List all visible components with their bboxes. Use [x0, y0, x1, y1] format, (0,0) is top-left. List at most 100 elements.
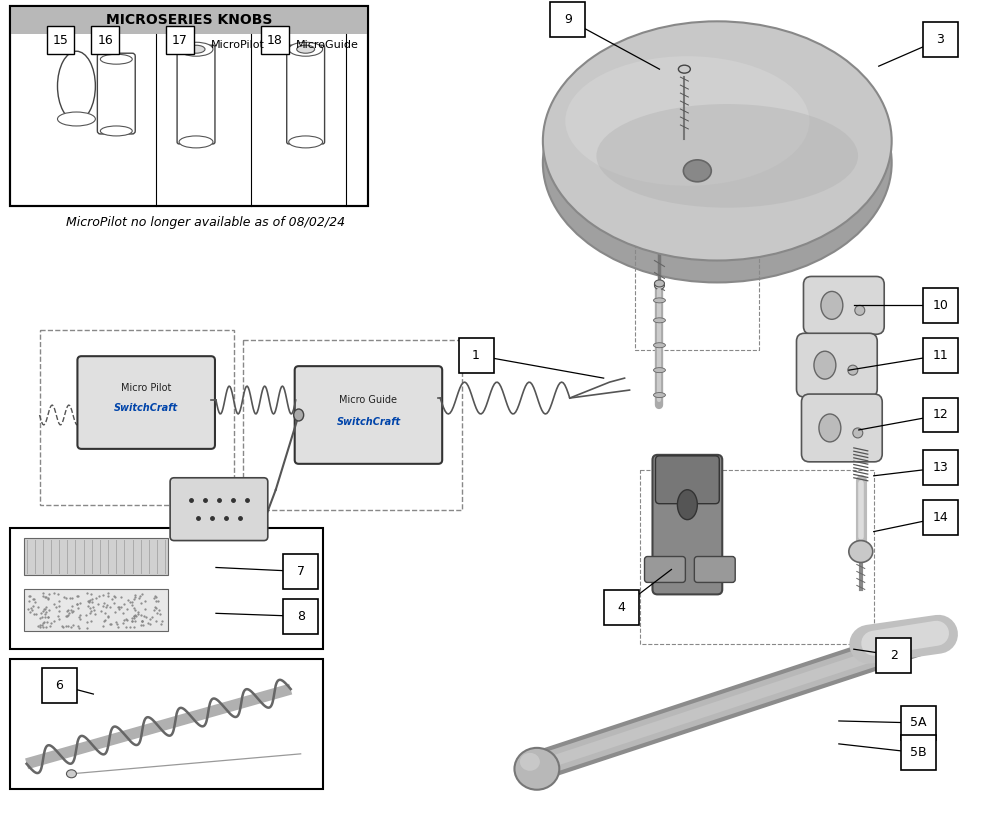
Bar [42, 667, 77, 703]
FancyBboxPatch shape [801, 394, 882, 462]
Text: 8: 8 [297, 610, 305, 623]
Text: 6: 6 [56, 679, 63, 691]
FancyBboxPatch shape [796, 333, 877, 397]
Ellipse shape [814, 351, 836, 379]
Ellipse shape [66, 770, 76, 778]
Text: 9: 9 [564, 13, 572, 26]
Text: 11: 11 [933, 349, 948, 362]
Bar [10, 7, 368, 206]
Bar [10, 7, 368, 34]
Bar [91, 26, 119, 55]
Bar [923, 21, 958, 57]
Bar [876, 638, 911, 672]
Text: MicroGuide: MicroGuide [296, 40, 359, 50]
Bar [47, 26, 74, 55]
Ellipse shape [653, 318, 665, 323]
Bar [24, 538, 168, 576]
Text: 1: 1 [472, 349, 480, 362]
Text: Micro Pilot: Micro Pilot [121, 383, 171, 393]
Ellipse shape [100, 126, 132, 136]
Text: 16: 16 [97, 34, 113, 47]
Ellipse shape [678, 65, 690, 74]
Ellipse shape [855, 306, 865, 316]
Ellipse shape [289, 42, 323, 56]
Bar [923, 338, 958, 373]
Bar [10, 7, 368, 206]
Ellipse shape [514, 748, 559, 790]
FancyBboxPatch shape [803, 277, 884, 335]
Text: MicroPilot: MicroPilot [211, 40, 265, 50]
Bar [550, 2, 585, 37]
Ellipse shape [848, 365, 858, 375]
Bar [10, 659, 323, 789]
Ellipse shape [654, 282, 664, 289]
Ellipse shape [543, 21, 892, 260]
FancyBboxPatch shape [170, 477, 268, 540]
Text: MICROSERIES KNOBS: MICROSERIES KNOBS [106, 13, 272, 27]
Ellipse shape [596, 104, 858, 207]
Ellipse shape [520, 752, 540, 771]
Bar [923, 288, 958, 323]
Text: 14: 14 [933, 511, 948, 525]
Text: 5B: 5B [910, 747, 927, 759]
Bar [283, 554, 318, 589]
FancyBboxPatch shape [177, 45, 215, 144]
Text: 17: 17 [172, 34, 188, 47]
Ellipse shape [57, 51, 95, 121]
Ellipse shape [297, 45, 315, 53]
Text: 7: 7 [297, 565, 305, 578]
Bar [901, 735, 936, 771]
Text: SwitchCraft: SwitchCraft [114, 403, 178, 413]
Text: 5A: 5A [910, 716, 927, 729]
Text: 4: 4 [618, 601, 626, 614]
Ellipse shape [100, 55, 132, 64]
Text: 15: 15 [53, 34, 68, 47]
FancyBboxPatch shape [287, 45, 325, 144]
Ellipse shape [653, 343, 665, 348]
Bar [261, 26, 289, 55]
FancyBboxPatch shape [77, 356, 215, 449]
Ellipse shape [289, 136, 323, 148]
Ellipse shape [849, 540, 873, 563]
Bar [459, 338, 494, 373]
Ellipse shape [565, 56, 809, 186]
Bar [10, 528, 323, 649]
FancyBboxPatch shape [295, 366, 442, 464]
Bar [923, 450, 958, 485]
Ellipse shape [179, 42, 213, 56]
Bar [166, 26, 194, 55]
Bar [923, 397, 958, 433]
Text: MicroPilot no longer available as of 08/02/24: MicroPilot no longer available as of 08/… [66, 216, 346, 229]
Bar [640, 470, 874, 644]
Ellipse shape [677, 490, 697, 520]
Bar [604, 590, 639, 624]
Ellipse shape [179, 136, 213, 148]
Text: 10: 10 [933, 299, 948, 312]
Bar [24, 590, 168, 631]
Bar [243, 340, 462, 510]
Bar [923, 501, 958, 535]
Ellipse shape [57, 112, 95, 126]
Text: 2: 2 [890, 648, 898, 662]
Ellipse shape [653, 368, 665, 373]
Text: 12: 12 [933, 409, 948, 421]
Text: Micro Guide: Micro Guide [339, 395, 397, 405]
Ellipse shape [819, 414, 841, 442]
Ellipse shape [187, 45, 205, 53]
Ellipse shape [543, 43, 892, 282]
Text: SwitchCraft: SwitchCraft [336, 417, 401, 427]
Text: 18: 18 [267, 34, 283, 47]
Bar [283, 599, 318, 634]
Bar [901, 705, 936, 740]
FancyBboxPatch shape [655, 456, 719, 504]
Ellipse shape [294, 409, 304, 421]
Text: 13: 13 [933, 461, 948, 474]
Bar [40, 330, 234, 505]
Text: 3: 3 [937, 33, 944, 45]
FancyBboxPatch shape [97, 53, 135, 134]
FancyBboxPatch shape [652, 455, 722, 595]
Ellipse shape [654, 280, 664, 287]
FancyBboxPatch shape [694, 557, 735, 582]
Ellipse shape [853, 428, 863, 438]
Ellipse shape [821, 292, 843, 320]
